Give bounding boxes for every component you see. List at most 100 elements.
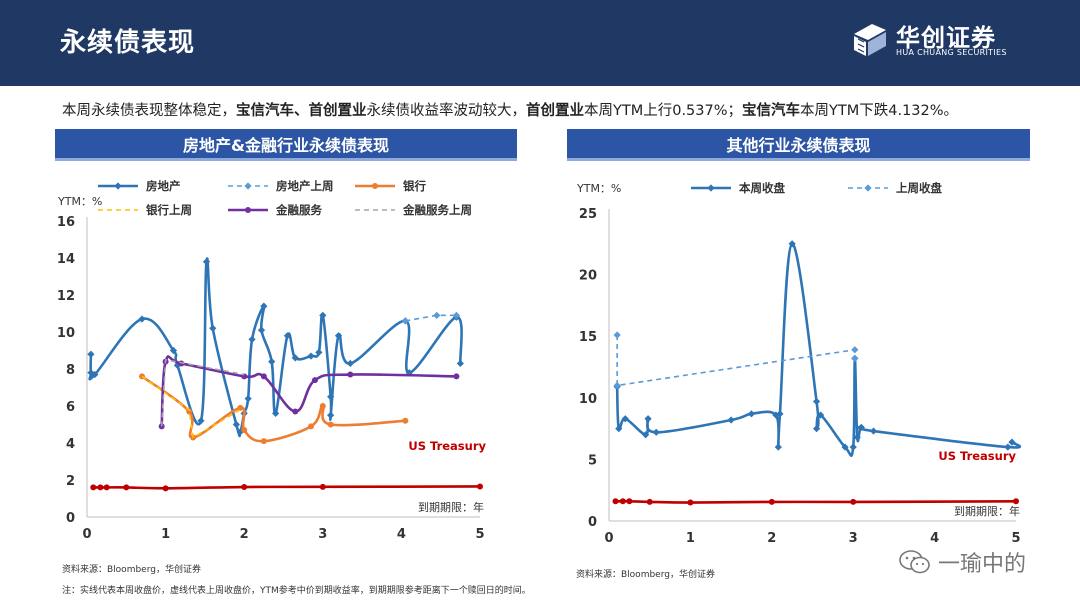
y-tick-label: 4 [66, 437, 75, 452]
series-6 [160, 358, 245, 427]
data-point [248, 335, 256, 343]
data-point [236, 428, 244, 436]
chart-note: 注：实线代表本周收盘价，虚线代表上周收盘价，YTM参考中价到期收益率，到期期限参… [62, 586, 531, 596]
y-tick-label: 12 [57, 289, 75, 304]
data-point [311, 377, 318, 384]
data-point [315, 348, 323, 356]
y-tick-label: 16 [57, 215, 75, 230]
data-point [123, 484, 130, 491]
series-line [160, 358, 245, 427]
legend-entry: 上周收盘 [848, 181, 942, 195]
series-line [160, 355, 457, 427]
series-line [93, 485, 481, 490]
y-tick-label: 8 [66, 363, 75, 378]
data-point [768, 498, 775, 505]
data-point [244, 395, 252, 403]
x-axis-label: 到期期限：年 [954, 504, 1020, 518]
data-point [138, 315, 146, 323]
x-tick-label: 3 [849, 531, 858, 546]
summary-segment: 首创置业 [526, 103, 584, 119]
data-point [260, 373, 267, 380]
watermark: 一瑜中的 [898, 546, 1026, 578]
data-point [1004, 443, 1012, 451]
x-axis-label: 到期期限：年 [418, 500, 484, 514]
y-tick-label: 10 [57, 326, 75, 341]
summary-segment: 本周YTM下跌4.132%。 [800, 103, 959, 119]
watermark-text: 一瑜中的 [938, 552, 1027, 577]
source-right: 资料来源：Bloomberg，华创证券 [576, 570, 715, 580]
series-line [141, 375, 406, 443]
y-tick-label: 0 [66, 511, 75, 526]
x-tick-label: 4 [397, 527, 406, 542]
summary-segment: 宝信汽车 [742, 103, 801, 119]
data-point [260, 438, 267, 445]
x-tick-label: 5 [1011, 531, 1020, 546]
legend-entry: 银行上周 [98, 203, 192, 217]
source-left: 资料来源：Bloomberg，华创证券 [62, 565, 201, 575]
x-tick-label: 0 [82, 527, 91, 542]
series-line [615, 499, 1017, 504]
data-point [241, 484, 248, 491]
data-point [241, 427, 248, 434]
wechat-icon [899, 550, 930, 574]
legend-entry: 房地产上周 [228, 179, 334, 193]
legend-entry: 金融服务上周 [355, 203, 472, 217]
data-point [849, 443, 857, 451]
legend-entry: 本周收盘 [691, 181, 785, 195]
legend-label: 房地产 [146, 179, 181, 193]
data-point [642, 431, 650, 439]
legend-label: 金融服务 [275, 203, 322, 217]
x-tick-label: 4 [930, 531, 939, 546]
series-line [141, 375, 241, 439]
data-point [197, 417, 205, 425]
data-point [169, 346, 178, 355]
series-2 [613, 331, 859, 390]
series-line [615, 242, 1022, 457]
us-treasury-label: US Treasury [938, 449, 1016, 463]
y-tick-label: 6 [66, 400, 75, 415]
x-tick-label: 5 [475, 527, 484, 542]
data-point [319, 483, 326, 490]
y-tick-label: 25 [579, 207, 597, 222]
data-point [727, 416, 735, 424]
x-tick-label: 1 [686, 531, 695, 546]
logo-subtitle: HUA CHUANG SECURITIES [896, 48, 1007, 57]
data-point [283, 332, 292, 340]
data-point [346, 359, 354, 368]
legend-entry: 金融服务 [228, 203, 322, 217]
other-industries-chart: 0 5 10 15 20 25 0 1 2 3 4 5 YTM：% 到期期限：年 US Treasury 本周… [576, 181, 1022, 546]
summary-segment: 宝信汽车、首创置业 [236, 103, 367, 119]
x-tick-label: 2 [240, 527, 249, 542]
data-point [850, 498, 857, 505]
x-tick-label: 0 [604, 531, 613, 546]
data-point [91, 370, 99, 379]
y-tick-label: 14 [57, 252, 75, 267]
left-panel-header: 房地产&金融行业永续债表现 [55, 129, 517, 161]
legend-marker [245, 207, 251, 213]
left-panel-title: 房地产&金融行业永续债表现 [183, 135, 389, 155]
data-point [613, 331, 621, 339]
data-point [477, 483, 483, 490]
x-tick-label: 3 [318, 527, 327, 542]
y-tick-label: 0 [588, 515, 597, 530]
data-point [812, 397, 821, 406]
right-panel-header: 其他行业永续债表现 [567, 129, 1030, 161]
data-point [327, 393, 335, 401]
data-point [453, 373, 460, 380]
data-point [626, 498, 633, 505]
data-point [186, 408, 193, 415]
summary-segment: 永续债收益率波动较大， [366, 103, 527, 119]
data-point [237, 404, 244, 411]
data-point [851, 354, 859, 362]
data-point [327, 421, 334, 428]
y-tick-label: 2 [66, 474, 75, 489]
y-axis-label: YTM：% [576, 182, 621, 195]
data-point [456, 359, 464, 368]
series-1 [87, 257, 464, 438]
logo-name: 华创证券 [896, 24, 996, 52]
data-point [347, 371, 354, 378]
data-point [433, 311, 441, 319]
data-point [308, 423, 315, 430]
series-7 [90, 483, 483, 492]
